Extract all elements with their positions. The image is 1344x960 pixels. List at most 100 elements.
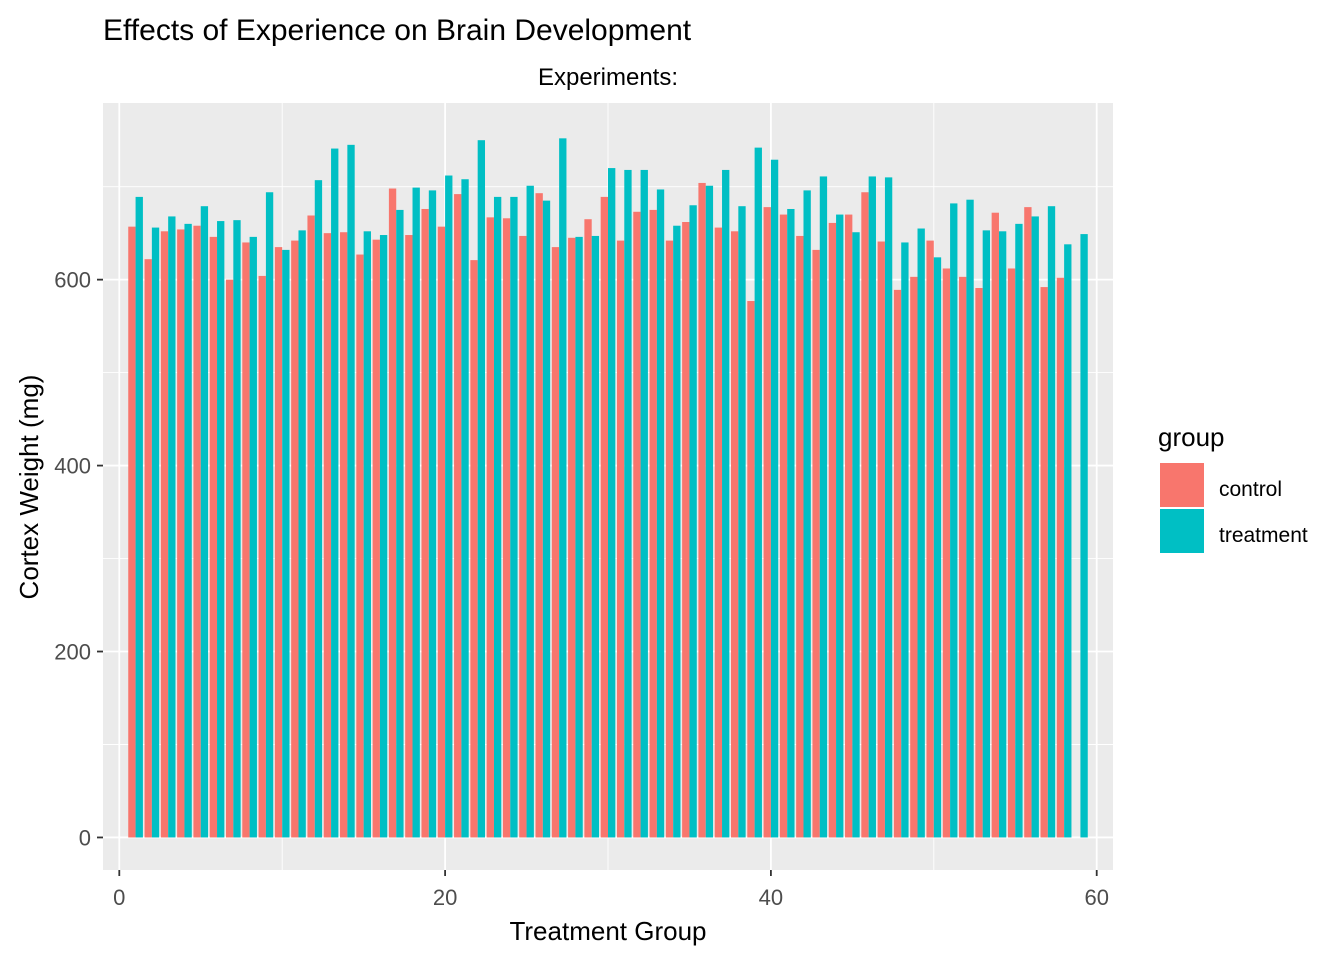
bar-treatment xyxy=(249,236,257,838)
bar-treatment xyxy=(982,230,991,838)
x-tick-label: 60 xyxy=(1084,885,1108,910)
bar-treatment xyxy=(933,257,942,838)
y-axis-title: Cortex Weight (mg) xyxy=(14,375,44,600)
bar-treatment xyxy=(559,138,567,838)
bar-control xyxy=(616,240,625,838)
bars xyxy=(128,138,1088,838)
bar-treatment xyxy=(233,220,241,838)
bar-control xyxy=(959,276,967,838)
bar-treatment xyxy=(868,176,876,838)
bar-treatment xyxy=(477,140,486,838)
bar-control xyxy=(323,233,332,838)
bar-treatment xyxy=(298,230,306,838)
y-tick-label: 400 xyxy=(54,454,91,479)
bar-control xyxy=(893,289,902,838)
bar-control xyxy=(633,211,641,838)
bar-treatment xyxy=(803,190,811,838)
bar-treatment xyxy=(884,177,893,838)
bar-control xyxy=(519,235,527,838)
bar-treatment xyxy=(689,205,697,838)
bar-treatment xyxy=(1031,216,1039,838)
bar-treatment xyxy=(722,169,730,838)
bar-treatment xyxy=(608,168,616,838)
bar-control xyxy=(486,217,494,838)
legend-label-treatment: treatment xyxy=(1219,524,1308,547)
y-tick-label: 0 xyxy=(79,825,91,850)
bar-control xyxy=(274,247,283,838)
bar-control xyxy=(763,207,771,838)
bar-control xyxy=(910,276,918,838)
bar-control xyxy=(307,215,315,838)
bar-control xyxy=(698,182,706,838)
bar-treatment xyxy=(493,196,502,838)
x-axis-title: Treatment Group xyxy=(509,916,706,946)
bar-treatment xyxy=(673,225,681,838)
x-tick-label: 20 xyxy=(433,885,457,910)
bar-control xyxy=(730,231,739,838)
bar-control xyxy=(942,268,951,838)
bar-control xyxy=(779,214,788,838)
bar-treatment xyxy=(836,214,844,838)
bar-control xyxy=(600,196,608,838)
bar-treatment xyxy=(1064,244,1072,838)
legend-title: group xyxy=(1158,422,1225,452)
bar-treatment xyxy=(1015,223,1023,838)
chart-title: Effects of Experience on Brain Developme… xyxy=(103,14,692,47)
bar-treatment xyxy=(770,159,779,838)
bar-control xyxy=(502,218,511,838)
bar-treatment xyxy=(950,203,958,838)
bar-treatment xyxy=(1047,206,1056,838)
bar-treatment xyxy=(542,200,551,838)
bar-treatment xyxy=(151,227,160,838)
bar-control xyxy=(388,188,397,838)
bar-treatment xyxy=(754,147,762,838)
bar-treatment xyxy=(379,235,388,838)
bar-control xyxy=(372,239,380,838)
bar-treatment xyxy=(1080,234,1088,838)
bar-control xyxy=(828,222,837,838)
legend-label-control: control xyxy=(1219,478,1282,501)
bar-control xyxy=(682,222,690,838)
bar-control xyxy=(747,301,755,838)
bar-treatment xyxy=(412,187,420,838)
bar-control xyxy=(568,237,576,838)
bar-control xyxy=(1007,268,1016,838)
bar-control xyxy=(714,227,723,838)
bar-treatment xyxy=(738,206,746,838)
bar-treatment xyxy=(445,175,453,838)
bar-control xyxy=(258,275,266,838)
bar-control xyxy=(535,193,543,838)
y-tick-label: 200 xyxy=(54,640,91,665)
bar-control xyxy=(225,279,234,838)
bar-treatment xyxy=(282,249,290,838)
bar-treatment xyxy=(624,169,632,838)
bar-control xyxy=(242,242,250,838)
bar-control xyxy=(356,254,364,838)
bar-control xyxy=(584,219,592,838)
bar-treatment xyxy=(852,232,860,838)
bar-treatment xyxy=(998,231,1007,838)
bar-treatment xyxy=(966,199,974,838)
bar-control xyxy=(877,241,885,838)
bar-control xyxy=(926,240,934,838)
legend-key-treatment xyxy=(1160,509,1204,553)
bar-control xyxy=(437,226,446,838)
bar-control xyxy=(405,235,413,838)
bar-treatment xyxy=(787,208,795,838)
bar-treatment xyxy=(396,209,404,838)
bar-treatment xyxy=(184,223,192,838)
bar-treatment xyxy=(347,144,355,838)
bar-treatment xyxy=(901,242,909,838)
bar-treatment xyxy=(526,185,534,838)
bar-treatment xyxy=(640,169,648,838)
bar-control xyxy=(991,212,999,838)
bar-control xyxy=(975,288,983,838)
bar-control xyxy=(144,259,152,838)
bar-treatment xyxy=(135,196,143,838)
bar-treatment xyxy=(363,231,371,838)
bar-treatment xyxy=(314,180,323,838)
bar-treatment xyxy=(217,221,225,838)
bar-treatment xyxy=(428,190,437,838)
bar-control xyxy=(665,240,674,838)
